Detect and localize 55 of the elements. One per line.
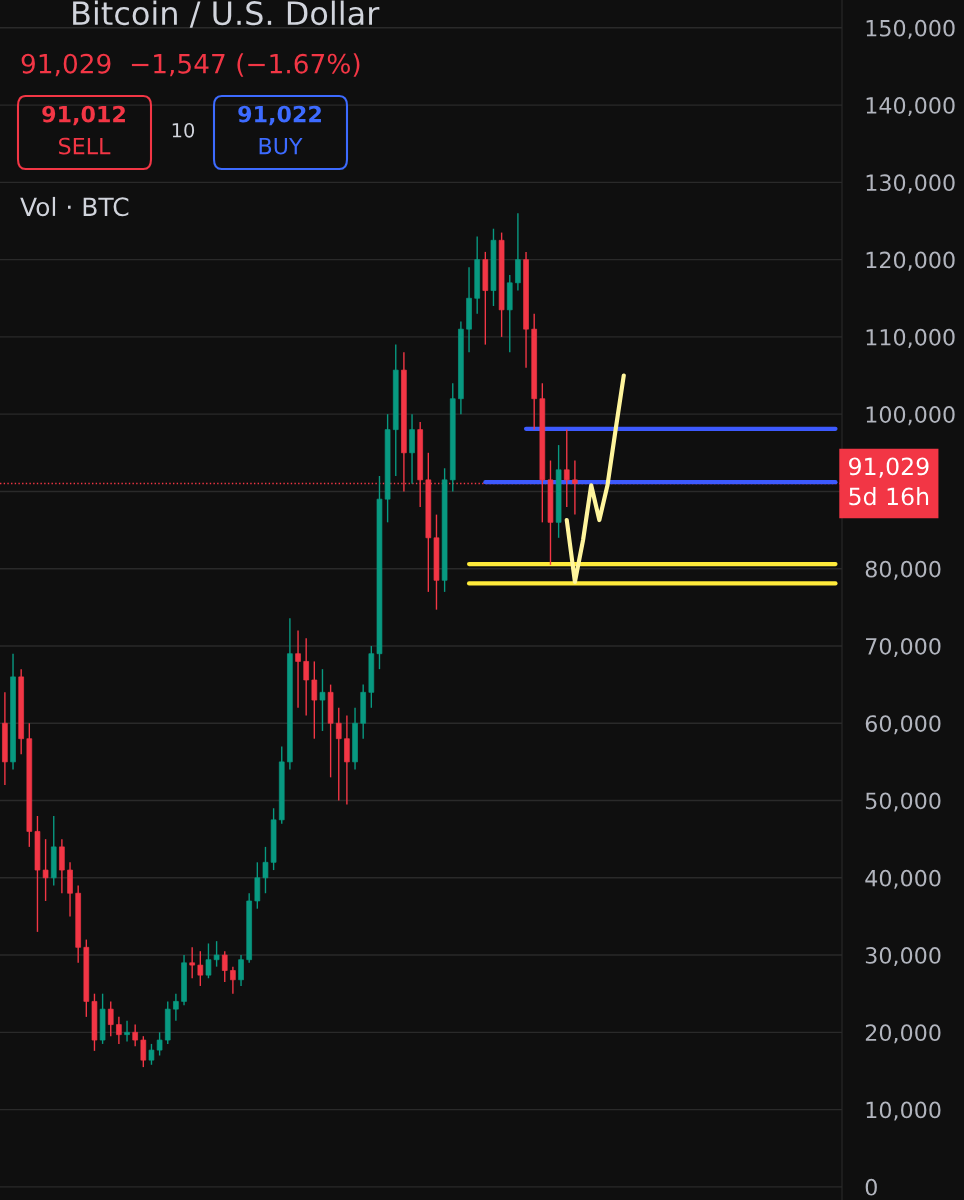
candlestick xyxy=(563,428,570,508)
line-series xyxy=(564,373,626,584)
y-tick-label: 100,000 xyxy=(866,406,955,426)
candlestick xyxy=(197,950,204,987)
y-tick-label: 70,000 xyxy=(866,637,941,657)
candlestick xyxy=(311,660,318,740)
candlestick xyxy=(59,838,65,894)
ref-line-label: 91,029 5d 16h xyxy=(849,457,929,506)
candlestick xyxy=(335,707,342,802)
annotation: 91,012 xyxy=(42,105,125,126)
y-tick-label: 40,000 xyxy=(865,869,941,889)
text: 91,029 −1,547 (−1.67%) xyxy=(21,53,360,77)
candlestick xyxy=(67,861,73,918)
candlestick xyxy=(238,954,244,987)
y-tick-label: 50,000 xyxy=(865,792,941,812)
candlestick xyxy=(221,950,228,983)
candlestick xyxy=(148,1043,155,1066)
candlestick xyxy=(189,946,195,979)
y-tick-label: 20,000 xyxy=(865,1024,941,1044)
candlestick xyxy=(572,459,578,516)
candlestick xyxy=(116,1016,122,1045)
annotation: 91,022 xyxy=(238,105,321,126)
candlestick xyxy=(156,1031,163,1057)
candlestick xyxy=(173,992,179,1022)
candlestick xyxy=(132,1023,138,1047)
y-tick-label: 130,000 xyxy=(866,174,955,194)
candlestick xyxy=(205,942,212,979)
y-tick-label: 110,000 xyxy=(866,328,955,348)
candlestick xyxy=(295,629,301,709)
y-tick-label: 10,000 xyxy=(866,1101,941,1121)
candlestick xyxy=(230,965,236,995)
chart-title: Bitcoin / U.S. Dollar xyxy=(73,0,380,28)
candlestick xyxy=(140,1035,147,1068)
candlestick xyxy=(319,668,326,732)
candlestick xyxy=(254,861,261,910)
candlestick xyxy=(42,838,49,902)
y-tick-label: 30,000 xyxy=(865,947,941,967)
y-tick-label: 150,000 xyxy=(866,19,955,39)
y-tick-label: 80,000 xyxy=(865,560,941,580)
annotation: SELL xyxy=(59,137,111,155)
candlestick xyxy=(262,846,269,894)
candlestick xyxy=(213,940,220,968)
candlestick xyxy=(303,637,309,717)
y-tick-label: 60,000 xyxy=(865,715,941,735)
candlestick xyxy=(409,413,415,485)
candlestick xyxy=(107,1000,114,1037)
annotation: BUY xyxy=(259,137,303,155)
y-tick-label: 140,000 xyxy=(866,97,955,117)
annotation: 10 xyxy=(172,122,195,138)
y-tick-label: 120,000 xyxy=(866,251,955,271)
candlestick xyxy=(515,212,521,292)
y-tick-label: 0 xyxy=(865,1178,877,1196)
candlestick xyxy=(124,1020,130,1043)
annotation: Vol · BTC xyxy=(20,196,129,217)
candlestick xyxy=(344,714,350,806)
